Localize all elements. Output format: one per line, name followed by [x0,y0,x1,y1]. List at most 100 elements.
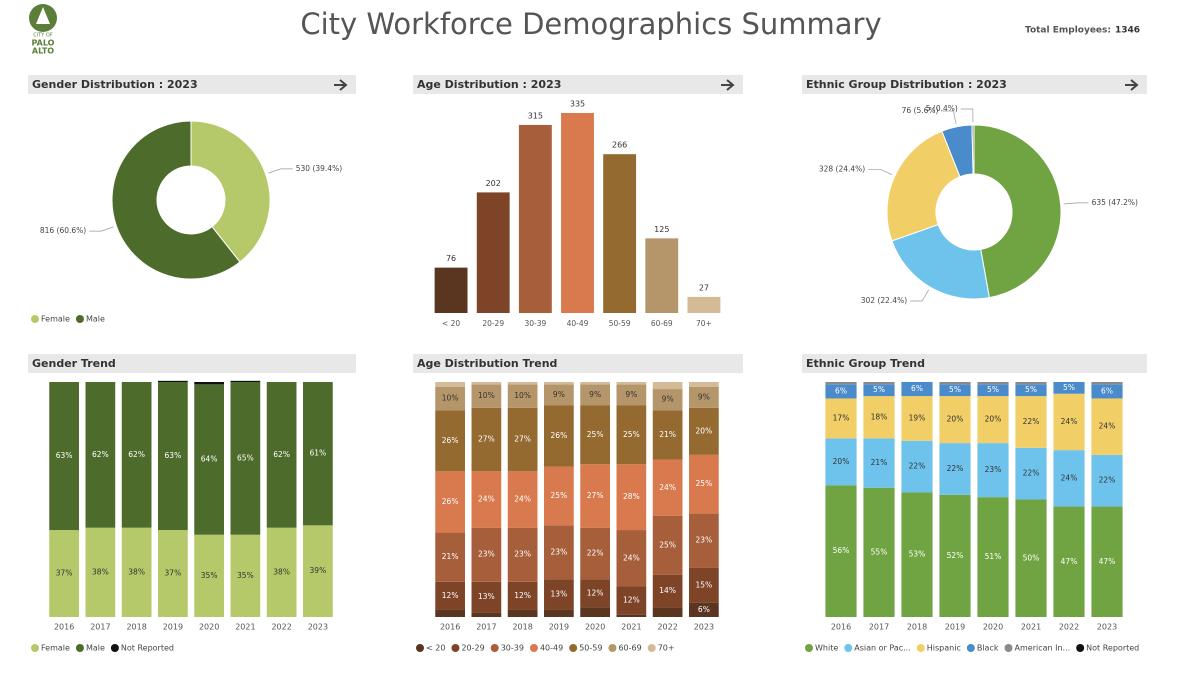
data-label: 12% [623,596,640,605]
bar-segment [652,574,683,608]
bar-segment [652,410,683,460]
bar-segment [616,384,647,406]
drill-arrow[interactable] [1125,79,1139,91]
bar-segment [471,581,502,613]
data-label: 23% [478,550,495,559]
bar-segment [266,527,297,617]
x-tick-label: 2020 [199,623,219,632]
data-label: 50% [1023,553,1040,562]
bar-segment [507,471,538,528]
bar-segment [901,396,933,441]
x-tick-label: 2019 [163,623,183,632]
legend-swatch [490,644,499,652]
x-tick-label: 2018 [907,623,927,632]
logo-text: CITY OF [33,33,53,39]
page-title: City Workforce Demographics Summary [300,7,881,41]
data-label: 12% [442,591,459,600]
data-label: 5% [1025,385,1037,394]
bar-segment [901,382,933,397]
bar-segment [158,382,188,531]
data-label: 22% [947,464,964,473]
data-label: 25% [623,430,640,439]
legend-swatch [110,644,119,652]
data-label: 125 [654,225,669,234]
data-label: 25% [551,491,568,500]
bar-segment [580,384,610,406]
data-label: 20% [696,426,713,435]
bar-segment [507,384,538,408]
data-label: 9% [589,390,601,399]
data-label: 37% [165,569,182,578]
data-label: 47% [1061,557,1078,566]
bar-segment [507,609,538,617]
leader-line [960,108,974,123]
bar-segment [580,607,610,617]
data-label: 62% [92,450,109,459]
data-label: 25% [587,430,604,439]
bar-segment [977,396,1009,444]
x-tick-label: < 20 [442,319,460,328]
total-value: 1346 [1115,26,1140,36]
data-label: 302 (22.4%) [861,296,907,305]
bar-segment [863,384,895,397]
drill-arrow[interactable] [334,79,348,91]
data-label: 816 (60.6%) [40,226,86,235]
bar-segment [303,382,333,526]
data-label: 5% [873,385,885,394]
data-label: 55% [871,547,888,556]
data-label: 21% [659,430,676,439]
bar-segment [1015,384,1047,397]
bar-segment [544,405,574,467]
legend-swatch [451,644,460,652]
bar-segment [471,471,502,528]
legend-label: 40-49 [540,644,563,653]
data-label: 28% [623,492,640,501]
panel-title: Age Distribution : 2023 [417,78,561,91]
data-label: 10% [514,391,531,400]
panel-title: Age Distribution Trend [417,357,557,370]
data-label: 15% [696,580,713,589]
data-label: 22% [1023,469,1040,478]
legend-label: Asian or Pac... [854,644,911,653]
data-label: 64% [201,455,218,464]
data-label: 23% [514,550,531,559]
leader-line [868,168,893,176]
data-label: 62% [128,450,145,459]
leader-line [941,110,957,124]
data-label: 13% [551,590,568,599]
bar-segment [507,407,538,472]
data-label: 24% [1099,422,1116,431]
data-label: 35% [201,571,218,580]
legend-label: Male [86,644,105,653]
x-tick-label: 2020 [983,623,1003,632]
legend-swatch [529,644,538,652]
data-label: 27 [699,283,709,292]
legend-label: < 20 [426,644,445,653]
drill-arrow[interactable] [721,79,735,91]
data-label: 24% [623,553,640,562]
bar-segment [121,527,152,617]
bar [476,192,510,313]
legend-swatch [31,644,39,652]
data-label: 5% [949,385,961,394]
data-label: 21% [871,458,888,467]
bar-segment [85,527,116,617]
bar [687,296,721,313]
data-label: 6% [835,386,847,395]
bar-segment [1091,382,1123,385]
bar-segment [652,382,683,390]
data-label: 20% [947,415,964,424]
data-label: 635 (47.2%) [1092,198,1138,207]
bar-segment [544,525,574,580]
data-label: 38% [273,567,290,576]
bar-segment [1053,382,1085,394]
bar-segment [1015,396,1047,448]
bar-segment [230,382,261,535]
data-label: 26% [551,431,568,440]
bar [434,267,468,313]
bar-segment [507,527,538,582]
bar-segment [825,398,857,439]
bar-segment [652,607,683,617]
data-label: 27% [514,435,531,444]
data-label: 22% [587,549,604,558]
